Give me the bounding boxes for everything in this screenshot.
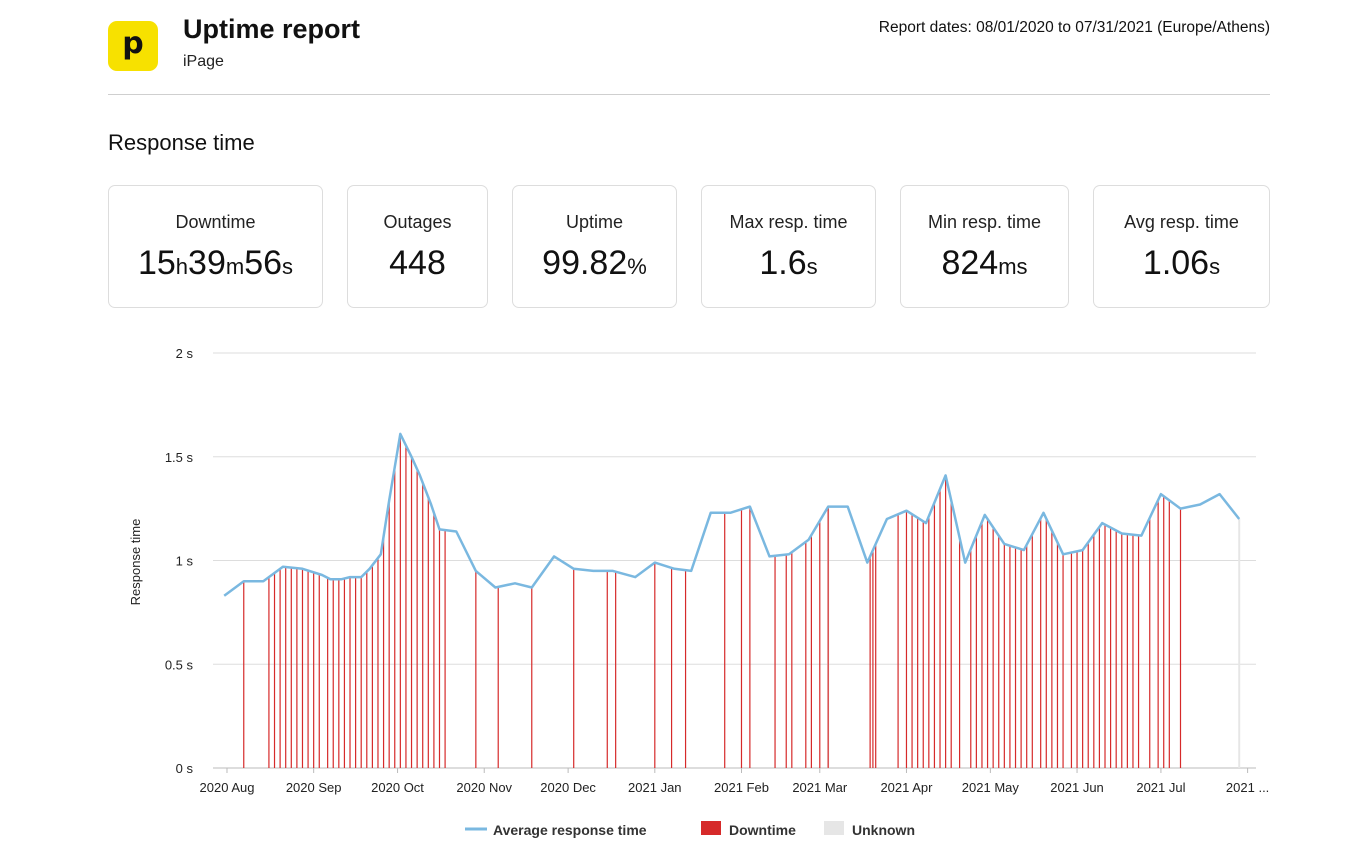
x-tick-label: 2021 Jul — [1136, 780, 1185, 795]
max-resp-value: 1.6s — [702, 244, 875, 283]
downtime-hours: 15 — [137, 244, 176, 282]
outages-label: Outages — [383, 212, 452, 232]
downtime-value: 15h39m56s — [109, 244, 322, 283]
x-tick-label: 2020 Dec — [540, 780, 596, 795]
legend-label: Unknown — [852, 822, 915, 838]
legend-unknown-swatch — [824, 821, 844, 835]
downtime-minutes-unit: m — [225, 254, 245, 279]
avg-resp-value: 1.06s — [1094, 244, 1269, 283]
y-tick-label: 1 s — [176, 554, 194, 569]
x-tick-label: 2021 Mar — [792, 780, 848, 795]
y-tick-label: 0.5 s — [165, 657, 194, 672]
section-title: Response time — [108, 130, 255, 155]
y-tick-label: 2 s — [176, 346, 194, 361]
uptime-number: 99.82 — [542, 244, 628, 282]
downtime-hours-unit: h — [175, 254, 189, 279]
min-resp-label: Min resp. time — [927, 212, 1042, 232]
response-time-line — [223, 432, 1241, 597]
ipage-logo: p — [108, 21, 158, 71]
header-divider — [108, 94, 1270, 95]
uptime-label: Uptime — [565, 212, 623, 232]
x-tick-label: 2021 Jan — [628, 780, 682, 795]
report-dates: Report dates: 08/01/2020 to 07/31/2021 (… — [878, 19, 1270, 36]
uptime-unit: % — [627, 254, 647, 279]
avg-resp-card: Avg resp. time 1.06s — [1093, 185, 1270, 308]
x-tick-label: 2020 Sep — [286, 780, 342, 795]
x-axis-ticks: 2020 Aug 2020 Sep 2020 Oct 2020 Nov 2020 Dec… — [200, 768, 1269, 795]
downtime-seconds: 56 — [244, 244, 283, 282]
uptime-value: 99.82% — [513, 244, 676, 283]
monitor-name: iPage — [183, 53, 224, 70]
downtime-seconds-unit: s — [282, 254, 294, 279]
outages-card: Outages 448 — [347, 185, 488, 308]
y-axis-label: Response time — [128, 519, 143, 606]
y-axis-ticks: 0 s 0.5 s 1 s 1.5 s 2 s — [165, 346, 194, 776]
min-resp-number: 824 — [941, 244, 999, 282]
x-tick-label: 2021 ... — [1226, 780, 1269, 795]
downtime-minutes: 39 — [188, 244, 226, 282]
x-tick-label: 2021 Feb — [714, 780, 769, 795]
max-resp-label: Max resp. time — [729, 212, 848, 232]
x-tick-label: 2020 Aug — [200, 780, 255, 795]
y-tick-label: 0 s — [176, 761, 194, 776]
x-tick-label: 2021 Apr — [880, 780, 933, 795]
max-resp-number: 1.6 — [759, 244, 807, 282]
report-title: Uptime report — [183, 14, 361, 44]
chart-legend: Average response time Downtime Unknown — [465, 821, 915, 838]
max-resp-card: Max resp. time 1.6s — [701, 185, 876, 308]
min-resp-unit: ms — [998, 254, 1028, 279]
logo-letter: p — [122, 26, 144, 61]
max-resp-unit: s — [806, 254, 818, 279]
unknown-markers — [827, 506, 1241, 768]
min-resp-value: 824ms — [901, 244, 1068, 283]
y-tick-label: 1.5 s — [165, 450, 194, 465]
response-line-layer — [223, 432, 1241, 597]
downtime-label: Downtime — [175, 212, 256, 232]
x-tick-label: 2020 Nov — [456, 780, 512, 795]
min-resp-card: Min resp. time 824ms — [900, 185, 1069, 308]
legend-downtime-swatch — [701, 821, 721, 835]
outages-value: 448 — [389, 244, 446, 282]
x-tick-label: 2021 Jun — [1050, 780, 1104, 795]
x-tick-label: 2020 Oct — [371, 780, 424, 795]
legend-label: Average response time — [493, 822, 647, 838]
uptime-card: Uptime 99.82% — [512, 185, 677, 308]
avg-resp-number: 1.06 — [1142, 244, 1210, 282]
legend-label: Downtime — [729, 822, 796, 838]
downtime-card: Downtime 15h39m56s — [108, 185, 323, 308]
downtime-markers — [243, 433, 1182, 768]
avg-resp-unit: s — [1209, 254, 1221, 279]
x-tick-label: 2021 May — [962, 780, 1020, 795]
avg-resp-label: Avg resp. time — [1124, 212, 1239, 232]
